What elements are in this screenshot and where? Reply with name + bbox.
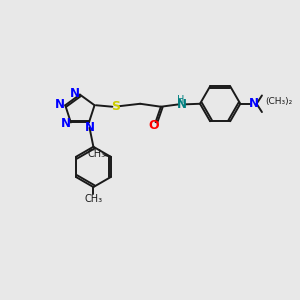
Text: O: O — [148, 119, 158, 132]
Text: N: N — [55, 98, 65, 111]
Text: N: N — [70, 87, 80, 100]
Text: N: N — [177, 98, 187, 111]
Text: H: H — [177, 95, 184, 105]
Text: N: N — [85, 121, 95, 134]
Text: CH₃: CH₃ — [88, 149, 106, 160]
Text: CH₃: CH₃ — [84, 194, 103, 205]
Text: N: N — [61, 117, 71, 130]
Text: N: N — [249, 97, 259, 110]
Text: (CH₃)₂: (CH₃)₂ — [265, 97, 292, 106]
Text: S: S — [111, 100, 120, 113]
